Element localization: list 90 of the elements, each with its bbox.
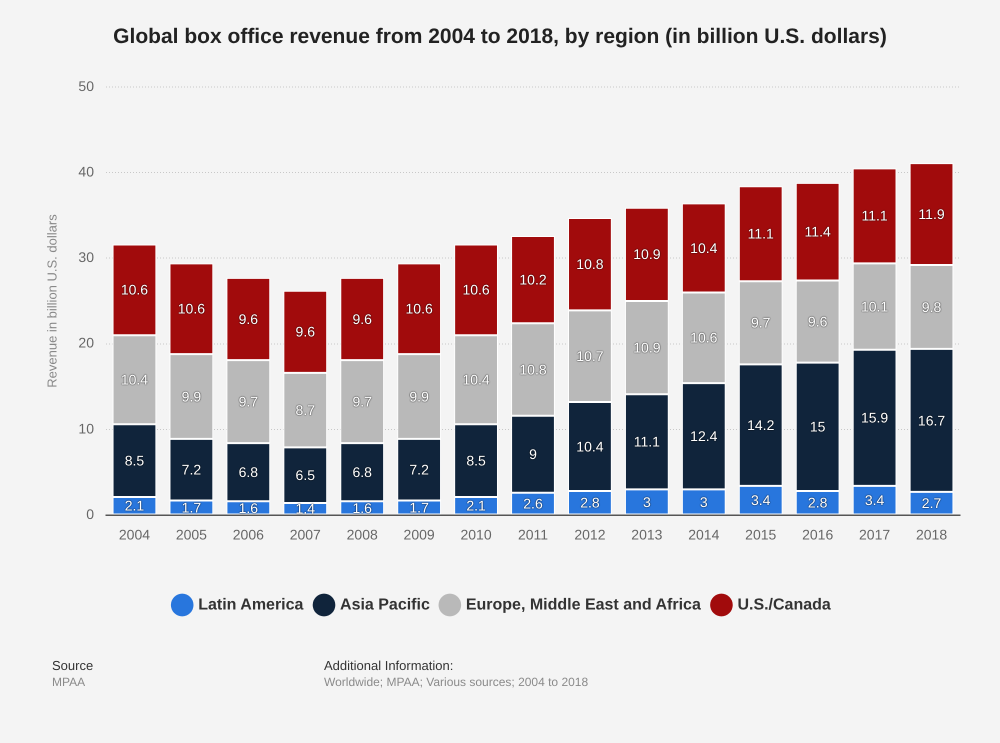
data-label: 3.4 <box>864 492 885 508</box>
data-label: 2.1 <box>124 498 144 514</box>
data-label: 9 <box>529 446 538 462</box>
legend-label: Europe, Middle East and Africa <box>466 596 701 614</box>
data-label: 11.4 <box>804 224 831 240</box>
data-label: 6.8 <box>238 464 258 480</box>
y-tick-label: 30 <box>78 249 94 266</box>
legend-label: Asia Pacific <box>340 596 430 614</box>
data-label: 9.9 <box>409 388 430 404</box>
data-label: 10.9 <box>633 246 661 262</box>
data-label: 11.1 <box>634 434 660 450</box>
data-label: 9.7 <box>751 314 771 331</box>
x-tick-label: 2014 <box>688 526 720 542</box>
x-tick-label: 2008 <box>346 526 378 542</box>
data-label: 11.9 <box>918 206 945 222</box>
data-label: 15.9 <box>860 410 888 426</box>
data-label: 9.6 <box>238 310 258 327</box>
data-label: 2.1 <box>466 498 486 514</box>
text: Worldwide; MPAA; Various sources; 2004 to 2018 <box>324 674 588 690</box>
x-tick-label: 2006 <box>232 526 264 542</box>
data-label: 10.6 <box>406 300 433 317</box>
y-tick-label: 10 <box>78 420 94 436</box>
data-label: 2.8 <box>808 494 828 511</box>
text: MPAA <box>52 674 86 690</box>
data-label: 9.6 <box>352 310 372 327</box>
data-label: 11.1 <box>861 208 888 224</box>
y-axis-title: Revenue in billion U.S. dollars <box>44 214 60 388</box>
data-label: 9.6 <box>808 313 828 330</box>
data-label: 10.7 <box>576 348 604 364</box>
data-label: 15 <box>810 418 826 435</box>
data-label: 14.2 <box>747 416 775 433</box>
data-label: 8.7 <box>296 402 316 418</box>
x-tick-label: 2010 <box>460 526 492 542</box>
data-label: 10.8 <box>576 256 604 272</box>
data-label: 9.9 <box>182 388 202 404</box>
x-tick-label: 2012 <box>574 526 606 542</box>
data-label: 7.2 <box>409 461 430 478</box>
data-label: 10.6 <box>462 282 490 298</box>
data-label: 9.6 <box>296 324 316 340</box>
x-tick-label: 2004 <box>118 526 150 542</box>
data-label: 12.4 <box>690 428 718 444</box>
y-tick-label: 50 <box>78 78 94 94</box>
x-tick-label: 2018 <box>916 526 948 542</box>
x-tick-label: 2017 <box>859 526 890 542</box>
data-label: 1.7 <box>409 499 430 516</box>
legend-label: Latin America <box>198 596 304 614</box>
data-label: 7.2 <box>182 461 202 478</box>
x-tick-label: 2016 <box>802 526 834 542</box>
data-label: 10.6 <box>178 300 206 317</box>
data-label: 9.8 <box>922 298 942 315</box>
data-label: 10.1 <box>860 298 888 314</box>
data-label: 3.4 <box>751 492 771 508</box>
data-label: 16.7 <box>918 412 946 428</box>
data-label: 11.1 <box>748 226 774 242</box>
data-label: 8.5 <box>124 452 144 469</box>
data-label: 1.6 <box>352 500 372 516</box>
data-label: 10.9 <box>633 340 661 356</box>
x-tick-label: 2007 <box>290 526 322 542</box>
data-label: 10.6 <box>120 282 148 298</box>
chart-title: Global box office revenue from 2004 to 2018, by region (in billion U.S. dollars) <box>112 25 888 49</box>
data-label: 2.7 <box>922 495 942 512</box>
x-tick-label: 2005 <box>176 526 208 542</box>
y-tick-label: 40 <box>78 163 94 180</box>
data-label: 2.6 <box>523 495 543 512</box>
data-label: 10.8 <box>519 361 547 378</box>
data-label: 10.6 <box>690 330 718 346</box>
data-label: 1.4 <box>296 500 316 517</box>
data-label: 9.7 <box>352 393 372 410</box>
y-tick-label: 0 <box>86 506 94 522</box>
data-label: 10.4 <box>120 372 148 388</box>
x-tick-label: 2015 <box>745 526 777 542</box>
data-label: 1.6 <box>238 500 258 516</box>
x-tick-label: 2013 <box>631 526 663 542</box>
data-label: 10.4 <box>690 240 718 256</box>
text: Additional Information: <box>324 657 454 674</box>
x-tick-label: 2009 <box>404 526 435 542</box>
data-label: 10.4 <box>576 438 604 454</box>
data-label: 9.7 <box>238 393 258 410</box>
legend-label: U.S./Canada <box>737 596 831 614</box>
data-label: 10.2 <box>519 271 547 288</box>
data-label: 6.8 <box>352 464 372 480</box>
data-label: 8.5 <box>466 452 486 469</box>
y-tick-label: 20 <box>78 334 94 351</box>
data-label: 2.8 <box>580 494 600 511</box>
data-label: 1.7 <box>182 499 202 516</box>
data-label: 3 <box>700 494 708 510</box>
data-label: 6.5 <box>296 467 316 484</box>
text: Source <box>52 657 94 674</box>
data-label: 3 <box>642 494 651 510</box>
x-tick-label: 2011 <box>518 526 548 542</box>
